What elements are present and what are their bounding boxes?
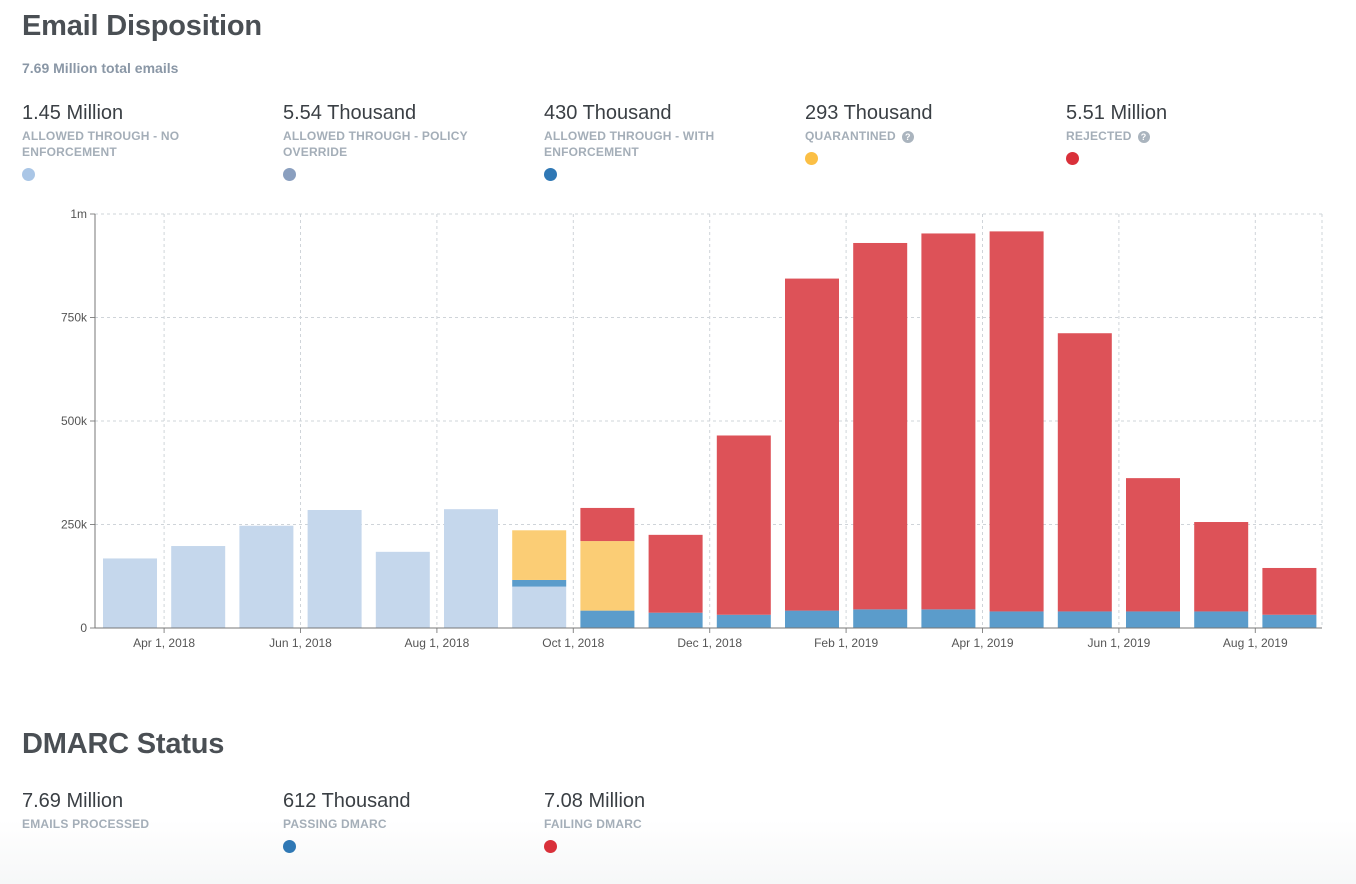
stat-value: 293 Thousand: [805, 102, 933, 124]
stat-label-line: REJECTED: [1066, 129, 1132, 143]
bar-segment: [1057, 333, 1112, 612]
bar-segment: [512, 586, 567, 628]
bar-segment: [648, 534, 703, 613]
legend-dot-icon[interactable]: [22, 168, 35, 181]
stat-label-line: ALLOWED THROUGH - WITH: [544, 129, 715, 143]
bar-segment: [716, 435, 771, 615]
stat-value: 612 Thousand: [283, 790, 411, 812]
email-disposition-chart: 0 250k 500k 750k 1m Apr 1, 2018 Jun 1, 2018 Aug…: [61, 207, 1323, 650]
stat-value: 7.08 Million: [544, 790, 646, 812]
bar-segment: [921, 609, 976, 628]
stat-rejected: 5.51 Million REJECTED?: [1066, 101, 1296, 165]
stat-passing-dmarc: 612 Thousand PASSING DMARC: [283, 789, 513, 853]
stat-allowed-with-enforcement: 430 Thousand ALLOWED THROUGH - WITH ENFO…: [544, 101, 774, 181]
help-icon[interactable]: ?: [901, 131, 914, 143]
stat-label: ALLOWED THROUGH - WITH ENFORCEMENT: [544, 128, 774, 160]
bar-segment: [239, 525, 294, 628]
stat-label-line: ENFORCEMENT: [22, 145, 117, 159]
bar-segment: [1194, 522, 1249, 612]
bar-segment: [1262, 614, 1317, 628]
stat-label-line: ALLOWED THROUGH - POLICY: [283, 129, 468, 143]
legend-dot-icon[interactable]: [283, 840, 296, 853]
bar-segment: [512, 530, 567, 580]
y-tick-label: 500k: [61, 414, 88, 428]
x-tick-label: Oct 1, 2018: [542, 636, 604, 650]
stat-allowed-no-enforcement: 1.45 Million ALLOWED THROUGH - NO ENFORC…: [22, 101, 252, 181]
legend-dot-icon[interactable]: [805, 152, 818, 165]
stat-quarantined: 293 Thousand QUARANTINED?: [805, 101, 1035, 165]
bar-segment: [580, 610, 635, 628]
bar-segment: [716, 614, 771, 628]
bar-segment: [1262, 567, 1317, 615]
bar-segment: [1057, 611, 1112, 628]
x-tick-label: Jun 1, 2019: [1088, 636, 1151, 650]
x-tick-label: Apr 1, 2019: [951, 636, 1013, 650]
y-tick-label: 1m: [70, 207, 87, 221]
stat-label: REJECTED?: [1066, 128, 1296, 144]
legend-dot-icon[interactable]: [283, 168, 296, 181]
legend-dot-icon[interactable]: [544, 168, 557, 181]
bar-segment: [512, 579, 567, 587]
page-title: Email Disposition: [22, 10, 262, 42]
x-tick-label: Aug 1, 2019: [1223, 636, 1288, 650]
bar-segment: [853, 609, 908, 628]
bar-segment: [989, 611, 1044, 628]
y-tick-label: 750k: [61, 311, 88, 325]
legend-dot-icon[interactable]: [544, 840, 557, 853]
bar-segment: [103, 558, 157, 628]
bar-segment: [1126, 478, 1180, 612]
stat-label-line: QUARANTINED: [805, 129, 896, 143]
chart-axes: 0 250k 500k 750k 1m Apr 1, 2018 Jun 1, 2018 Aug…: [61, 207, 1322, 650]
bar-segment: [171, 546, 226, 628]
bar-segment: [580, 541, 635, 611]
stat-value: 1.45 Million: [22, 102, 124, 124]
bar-segment: [444, 509, 498, 628]
stat-failing-dmarc: 7.08 Million FAILING DMARC: [544, 789, 774, 853]
stat-label-line: ALLOWED THROUGH - NO: [22, 129, 180, 143]
bar-segment: [580, 507, 635, 542]
bar-segment: [989, 231, 1044, 612]
stat-label-line: OVERRIDE: [283, 145, 348, 159]
x-tick-label: Feb 1, 2019: [814, 636, 878, 650]
bar-segment: [785, 278, 839, 611]
x-tick-label: Dec 1, 2018: [677, 636, 742, 650]
bar-segment: [1126, 611, 1180, 628]
bar-segment: [1194, 611, 1249, 628]
x-tick-label: Apr 1, 2018: [133, 636, 195, 650]
help-icon[interactable]: ?: [1137, 131, 1150, 143]
stat-value: 430 Thousand: [544, 102, 672, 124]
x-tick-label: Aug 1, 2018: [405, 636, 470, 650]
stat-value: 5.51 Million: [1066, 102, 1168, 124]
stat-value: 5.54 Thousand: [283, 102, 417, 124]
stat-label: ALLOWED THROUGH - POLICY OVERRIDE: [283, 128, 513, 160]
bar-segment: [853, 242, 908, 610]
stat-label: EMAILS PROCESSED: [22, 817, 150, 831]
chart-bars: [103, 231, 1317, 628]
legend-dot-icon[interactable]: [1066, 152, 1079, 165]
y-tick-label: 0: [80, 621, 87, 635]
stat-label: FAILING DMARC: [544, 817, 642, 831]
stat-label: PASSING DMARC: [283, 817, 387, 831]
stat-label: QUARANTINED?: [805, 128, 1035, 144]
total-emails-subtitle: 7.69 Million total emails: [22, 60, 179, 76]
stat-value: 7.69 Million: [22, 790, 124, 812]
x-tick-label: Jun 1, 2018: [269, 636, 332, 650]
bar-segment: [921, 233, 976, 610]
stat-emails-processed: 7.69 Million EMAILS PROCESSED: [22, 789, 252, 832]
stat-allowed-policy-override: 5.54 Thousand ALLOWED THROUGH - POLICY O…: [283, 101, 513, 181]
bar-segment: [648, 612, 703, 628]
y-tick-label: 250k: [61, 518, 88, 532]
stat-label-line: ENFORCEMENT: [544, 145, 639, 159]
chart-grid: [95, 213, 1323, 628]
bar-segment: [785, 610, 839, 628]
stat-label: ALLOWED THROUGH - NO ENFORCEMENT: [22, 128, 252, 160]
bar-segment: [307, 510, 362, 628]
bar-segment: [375, 551, 430, 628]
dmarc-title: DMARC Status: [22, 728, 225, 760]
